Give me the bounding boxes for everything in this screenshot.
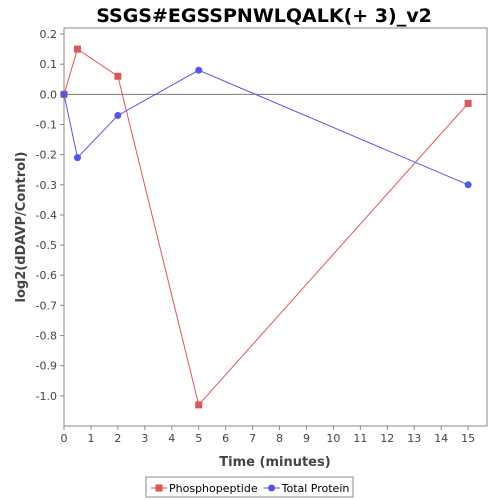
data-point-circle (114, 111, 122, 119)
y-tick-label: -0.4 (36, 209, 57, 222)
data-point-square (73, 45, 81, 53)
legend-item: Phosphopeptide (151, 482, 258, 495)
x-axis-label: Time (minutes) (219, 455, 330, 470)
x-tick-label: 13 (407, 432, 421, 445)
y-tick-label: -0.9 (36, 360, 57, 373)
x-tick-label: 4 (168, 432, 175, 445)
legend-marker-circle (268, 484, 276, 492)
y-tick-label: 0.2 (40, 28, 58, 41)
x-tick-label: 9 (303, 432, 310, 445)
y-tick-label: -0.6 (36, 269, 57, 282)
data-point-circle (60, 90, 68, 98)
data-point-circle (73, 154, 81, 162)
plot-area (63, 27, 488, 427)
x-tick-label: 10 (326, 432, 340, 445)
x-tick-label: 15 (461, 432, 475, 445)
y-tick-label: -0.3 (36, 179, 57, 192)
x-tick-label: 0 (61, 432, 68, 445)
series-total-protein (60, 66, 472, 189)
x-tick-label: 8 (276, 432, 283, 445)
y-tick-label: 0.1 (40, 58, 58, 71)
y-tick-label: -1.0 (36, 390, 57, 403)
y-tick-label: -0.7 (36, 299, 57, 312)
y-tick-label: -0.1 (36, 118, 57, 131)
data-point-circle (464, 181, 472, 189)
legend-item: Total Protein (263, 482, 350, 495)
x-tick-label: 7 (249, 432, 256, 445)
x-tick-label: 1 (87, 432, 94, 445)
legend-items: Phosphopeptide Total Protein (151, 482, 349, 495)
x-axis: 0 1 2 3 4 5 6 7 8 9 10 11 12 13 14 15 (61, 426, 475, 445)
legend-label: Phosphopeptide (169, 482, 258, 495)
x-tick-label: 12 (380, 432, 394, 445)
y-tick-label: -0.2 (36, 149, 57, 162)
y-tick-label: -0.8 (36, 330, 57, 343)
series-group (60, 45, 472, 409)
y-axis-label: log2(dDAVP/Control) (14, 152, 29, 303)
y-tick-label: -0.5 (36, 239, 57, 252)
y-tick-label: 0.0 (40, 88, 58, 101)
x-tick-label: 2 (114, 432, 121, 445)
legend-marker-square (155, 484, 163, 492)
x-tick-label: 6 (222, 432, 229, 445)
chart-title: SSGS#EGSSPNWLQALK(+ 3)_v2 (96, 5, 432, 27)
data-point-square (114, 72, 122, 80)
data-point-square (464, 99, 472, 107)
legend-label: Total Protein (281, 482, 350, 495)
data-point-square (195, 401, 203, 409)
data-point-circle (195, 66, 203, 74)
x-tick-label: 11 (353, 432, 367, 445)
legend-box (145, 476, 354, 498)
y-axis: 0.2 0.1 0.0 -0.1 -0.2 -0.3 -0.4 -0.5 -0.6 -0.7 -0.… (36, 28, 64, 403)
legend: Phosphopeptide Total Protein (145, 476, 354, 498)
x-tick-label: 3 (141, 432, 148, 445)
x-tick-label: 14 (434, 432, 448, 445)
x-tick-label: 5 (195, 432, 202, 445)
